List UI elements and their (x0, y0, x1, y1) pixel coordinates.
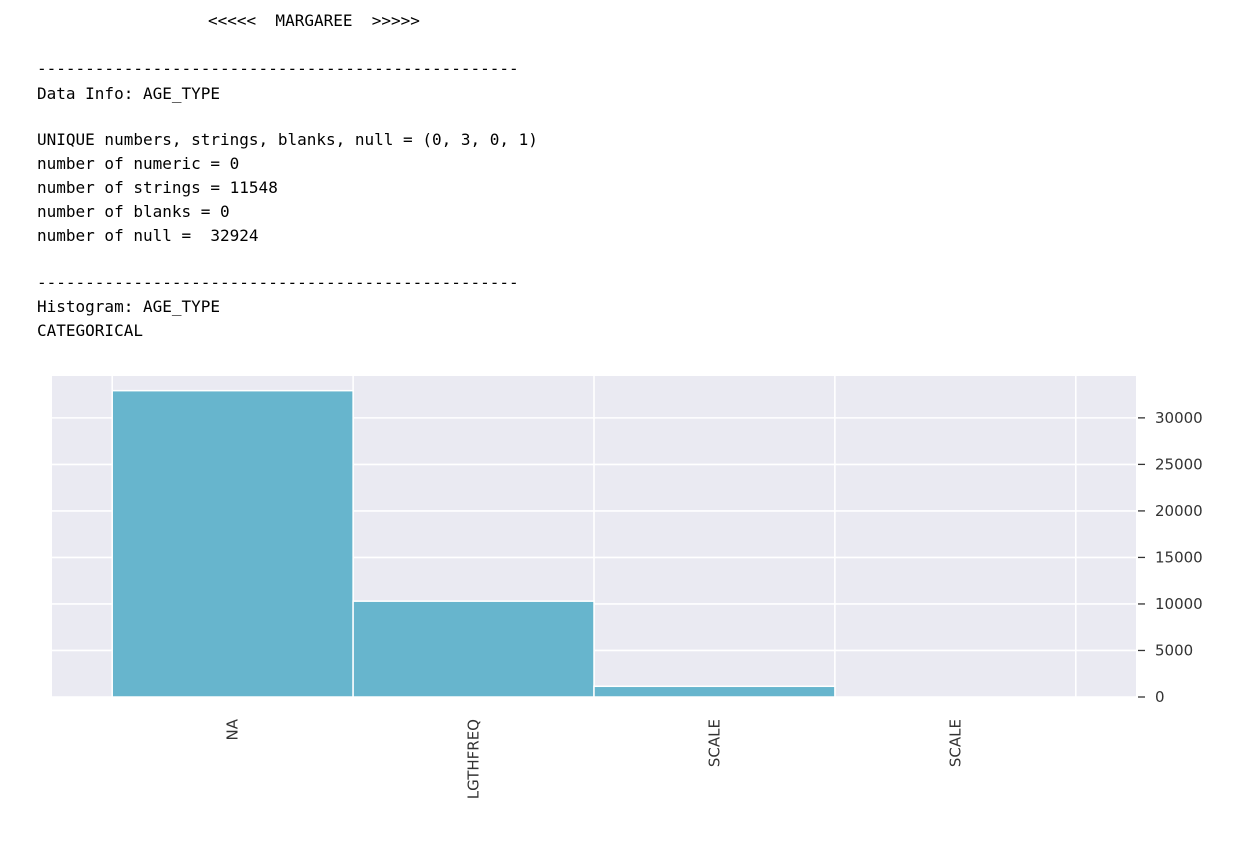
histogram-bar-3 (593, 685, 836, 698)
x-tick-label: SCALE (705, 719, 723, 767)
histogram-bar-1 (111, 389, 354, 698)
page-title: <<<<< MARGAREE >>>>> (208, 11, 420, 30)
y-tick-label: 20000 (1155, 502, 1203, 520)
x-axis: NA LGTHFREQ SCALE SCALE (224, 718, 965, 799)
bar-layer (111, 389, 836, 698)
x-tick-label: LGTHFREQ (465, 719, 483, 799)
histogram-heading: Histogram: AGE_TYPE (37, 297, 221, 316)
y-tick-label: 0 (1155, 688, 1165, 706)
numeric-count-line: number of numeric = 0 (37, 154, 240, 173)
y-tick-label: 30000 (1155, 409, 1203, 427)
strings-count-line: number of strings = 11548 (37, 178, 278, 197)
blanks-count-line: number of blanks = 0 (37, 202, 230, 221)
histogram-bar-2 (352, 600, 595, 698)
data-info-heading: Data Info: AGE_TYPE (37, 84, 221, 103)
null-count-line: number of null = 32924 (37, 226, 259, 245)
y-axis: 0 5000 10000 15000 20000 25000 30000 (1138, 409, 1203, 706)
x-tick-label: NA (224, 718, 242, 740)
histogram-kind: CATEGORICAL (37, 321, 143, 340)
y-tick-label: 5000 (1155, 641, 1193, 659)
y-tick-label: 10000 (1155, 595, 1203, 613)
x-tick-label: SCALE (946, 719, 964, 767)
y-tick-label: 15000 (1155, 548, 1203, 566)
unique-counts-line: UNIQUE numbers, strings, blanks, null = … (37, 130, 538, 149)
y-tick-label: 25000 (1155, 455, 1203, 473)
separator-line: ----------------------------------------… (37, 59, 519, 78)
separator-line: ----------------------------------------… (37, 273, 519, 292)
